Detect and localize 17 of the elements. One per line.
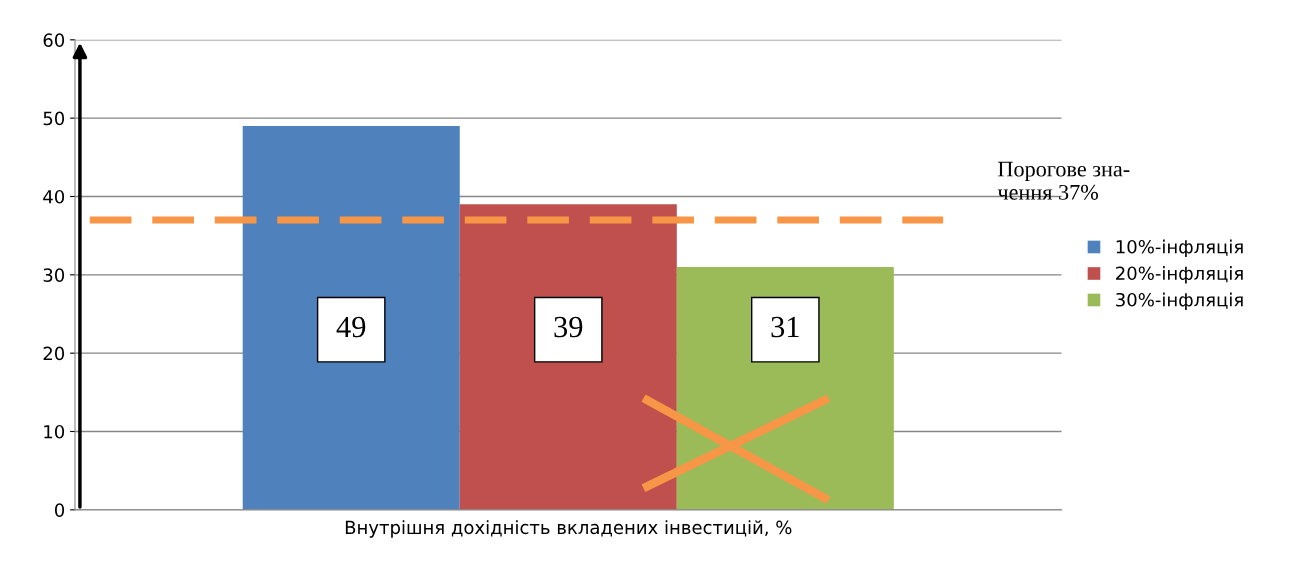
bar [459,204,677,510]
ref-line-label: Порогове зна- чення 37% [997,161,1130,200]
y-tick-label: 0 [54,503,65,517]
x-axis-title: Внутрішня дохідність вкладених інвестицій, % [345,520,792,538]
data-label: 31 [771,316,799,338]
y-tick-label: 50 [43,111,65,126]
y-tick-label: 40 [43,189,65,204]
y-tick-label: 20 [43,346,65,361]
legend-label: 10%-інфляція [1116,239,1243,258]
legend-label: 20%-інфляція [1116,266,1243,284]
y-tick-label: 10 [44,424,65,439]
y-tick-label: 30 [43,268,65,282]
data-label: 49 [336,316,366,338]
legend-label: 30%-інфляція [1116,292,1243,311]
bar [242,126,460,510]
y-tick-label: 60 [43,33,65,47]
data-label: 39 [554,316,583,338]
